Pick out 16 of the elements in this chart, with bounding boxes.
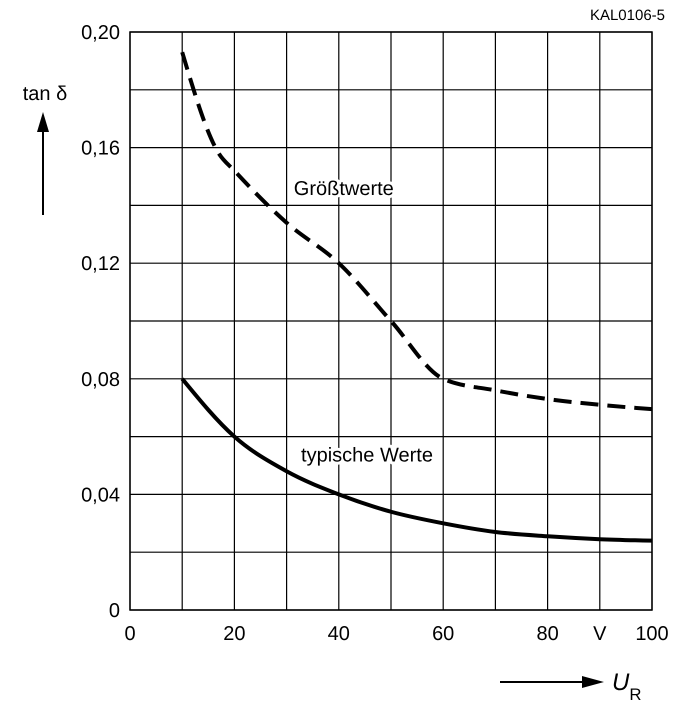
y-axis-title: tan δ [22, 83, 68, 105]
x-axis-title: U$_{R}$ [612, 669, 642, 704]
x-tick-label: 40 [328, 623, 350, 645]
x-tick-label: 80 [536, 623, 559, 645]
x-tick-label: 60 [432, 623, 454, 645]
y-tick-label: 0,12 [81, 253, 120, 276]
y-tick-label: 0,16 [81, 138, 120, 160]
x-tick-label: 0 [124, 623, 136, 645]
x-tick-label: 100 [635, 623, 669, 645]
text: KAL0106-5 [590, 7, 665, 24]
y-tick-label: 0,08 [81, 368, 120, 391]
y-tick-label: 0,04 [81, 484, 120, 506]
x-tick-label: V [593, 623, 608, 645]
y-tick-label: 0,20 [81, 22, 120, 44]
y-tick-label: 0 [108, 600, 120, 622]
x-tick-label: 20 [223, 623, 246, 645]
